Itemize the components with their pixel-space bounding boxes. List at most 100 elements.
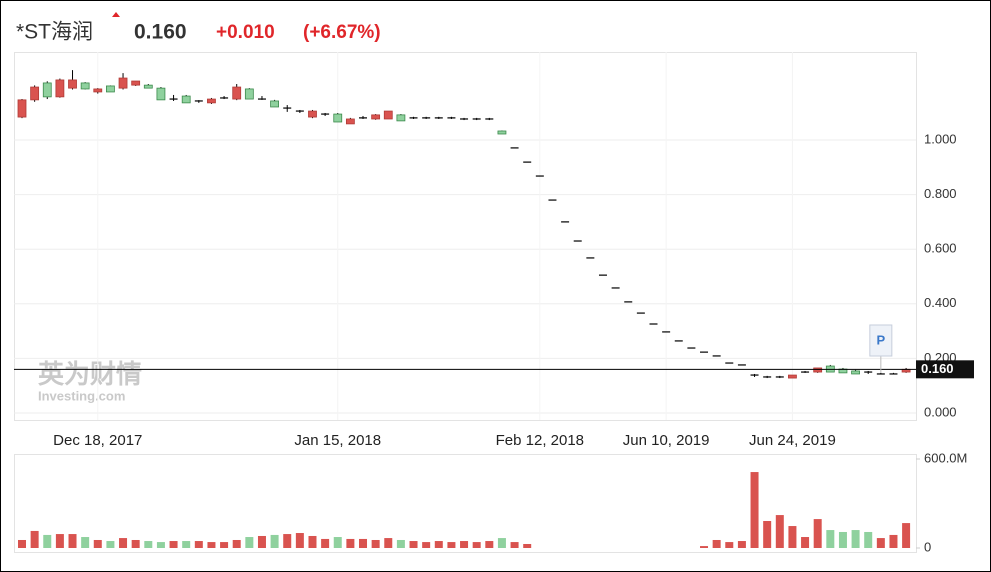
volume-frame — [14, 454, 917, 553]
volume-bar — [801, 537, 810, 548]
volume-bar — [902, 523, 911, 548]
volume-bar — [725, 542, 734, 548]
x-tick-label: Dec 18, 2017 — [53, 432, 142, 449]
watermark-cn: 英为财情 — [38, 359, 142, 389]
candle-body — [788, 374, 797, 379]
candle-body — [207, 98, 216, 104]
volume-bar — [371, 539, 380, 548]
volume-bar — [813, 519, 822, 548]
volume-bar — [18, 539, 26, 548]
candle-body — [371, 114, 381, 120]
candle-body — [17, 99, 27, 118]
x-tick-label: Jan 15, 2018 — [294, 432, 381, 449]
candle-body — [244, 88, 254, 100]
volume-bar — [194, 541, 203, 548]
volume-bar — [434, 541, 443, 548]
annotation-label: P — [877, 332, 886, 347]
candle-body — [143, 84, 153, 89]
volume-bar — [156, 542, 165, 548]
candle-body — [497, 130, 507, 135]
volume-bar — [851, 530, 860, 548]
y-tick-label: 0.600 — [924, 241, 957, 256]
volume-bar — [93, 539, 102, 548]
volume-bar — [460, 541, 469, 548]
volume-bar — [700, 546, 709, 548]
volume-bar — [55, 534, 64, 548]
volume-bar — [864, 531, 873, 548]
last-price-label: 0.160 — [921, 361, 954, 376]
last-price-box — [916, 360, 974, 379]
volume-bar — [409, 541, 418, 548]
volume-bar — [359, 538, 368, 548]
y-tick-label: 0.000 — [924, 404, 957, 419]
volume-bar — [220, 542, 229, 548]
volume-bar — [131, 539, 140, 548]
volume-bar — [750, 472, 759, 548]
volume-bar — [30, 530, 39, 548]
ticker: *ST海润 — [16, 21, 93, 44]
volume-bar — [523, 543, 532, 548]
volume-bar — [826, 530, 835, 548]
candle-body — [106, 85, 115, 93]
volume-bar — [422, 542, 431, 548]
volume-bar — [106, 541, 115, 548]
volume-bar — [510, 542, 519, 548]
candle-body — [30, 86, 40, 101]
y-tick-label: 0.800 — [924, 186, 957, 201]
candle-body — [345, 118, 355, 125]
price: 0.160 — [134, 21, 187, 44]
volume-bar — [346, 538, 355, 548]
volume-bar — [384, 538, 393, 548]
candle-body — [308, 110, 317, 118]
volume-bar — [712, 539, 721, 548]
candle-body — [232, 86, 242, 100]
volume-bar — [485, 541, 494, 548]
volume-bar — [497, 538, 506, 548]
x-tick-label: Jun 24, 2019 — [749, 432, 836, 449]
candle-body — [93, 88, 103, 93]
volume-tick-label: 0 — [924, 539, 931, 554]
volume-bar — [737, 541, 746, 548]
volume-bar — [245, 537, 254, 548]
volume-tick-label: 600.0M — [924, 450, 967, 465]
y-tick-label: 0.400 — [924, 295, 957, 310]
x-tick-label: Feb 12, 2018 — [496, 432, 584, 449]
volume-bar — [775, 515, 784, 548]
watermark-en: Investing.com — [38, 388, 125, 403]
volume-bar — [838, 531, 847, 548]
plot-frame — [14, 52, 917, 421]
candle-body — [80, 82, 90, 90]
volume-bar — [308, 535, 317, 548]
change: +0.010 — [216, 22, 275, 43]
change-percent: (+6.67%) — [303, 22, 381, 43]
candle-body — [131, 80, 141, 86]
candle-body — [333, 113, 343, 123]
volume-bar — [447, 542, 456, 548]
y-tick-label: 1.000 — [924, 131, 957, 146]
up-arrow — [112, 12, 120, 17]
candle-body — [156, 87, 166, 101]
candle-body — [270, 100, 280, 108]
volume-bar — [295, 533, 304, 548]
candle-body — [55, 79, 65, 98]
volume-bar — [182, 541, 191, 548]
volume-bar — [763, 521, 772, 548]
x-tick-label: Jun 10, 2019 — [623, 432, 710, 449]
volume-bar — [257, 535, 266, 548]
volume-bar — [232, 539, 241, 548]
volume-bar — [333, 537, 342, 548]
volume-bar — [68, 534, 77, 548]
candle-body — [118, 77, 128, 89]
annotation-flag — [869, 324, 893, 357]
volume-bar — [283, 534, 292, 548]
volume-bar — [207, 542, 216, 548]
volume-bar — [81, 537, 90, 548]
volume-bar — [876, 538, 885, 548]
volume-bar — [889, 534, 898, 548]
volume-bar — [119, 538, 128, 548]
volume-bar — [472, 542, 481, 548]
volume-bar — [321, 538, 330, 548]
candle-body — [851, 370, 860, 375]
